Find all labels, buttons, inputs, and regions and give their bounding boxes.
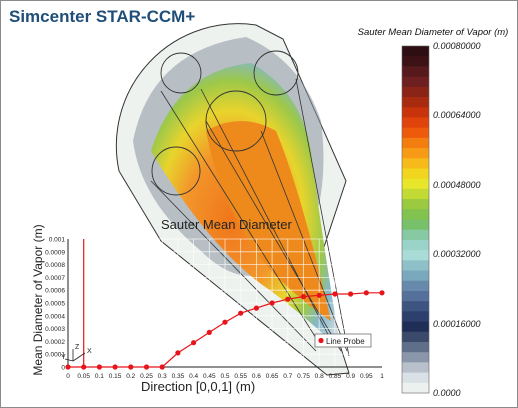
x-tick-label: 0.2 — [126, 373, 135, 380]
data-point — [364, 290, 369, 295]
colorbar-swatch — [402, 168, 429, 179]
colorbar-swatch — [402, 56, 429, 67]
data-point — [97, 364, 102, 369]
y-tick-label: 0.0008 — [45, 262, 65, 269]
colorbar-swatch — [402, 291, 429, 302]
colorbar-swatch — [402, 189, 429, 200]
colorbar-swatch — [402, 373, 429, 384]
data-point — [128, 364, 133, 369]
data-point — [317, 293, 322, 298]
colorbar-swatch — [402, 322, 429, 333]
data-point — [348, 291, 353, 296]
data-point — [81, 364, 86, 369]
data-point — [144, 364, 149, 369]
data-point — [160, 364, 165, 369]
colorbar-swatch — [402, 301, 429, 312]
colorbar-tick-label: 0.00048000 — [433, 180, 481, 190]
colorbar-title: Sauter Mean Diameter of Vapor (m) — [353, 27, 513, 38]
colorbar-swatch — [402, 117, 429, 128]
colorbar-swatch — [402, 138, 429, 149]
x-tick-label: 0.75 — [297, 373, 310, 380]
data-point — [238, 311, 243, 316]
colorbar-swatch — [402, 250, 429, 261]
data-point — [270, 300, 275, 305]
legend-label: Line Probe — [326, 337, 365, 346]
colorbar-swatch — [402, 240, 429, 251]
triad-axis — [65, 359, 73, 361]
data-point — [301, 294, 306, 299]
x-tick-label: 0.85 — [329, 373, 342, 380]
colorbar-swatch — [402, 383, 429, 394]
x-tick-label: 0.15 — [109, 373, 122, 380]
y-tick-label: 0.001 — [49, 237, 66, 244]
colorbar-swatch — [402, 107, 429, 118]
colorbar-swatch — [402, 87, 429, 98]
colorbar-swatch — [402, 77, 429, 88]
colorbar-tick-label: 0.0000 — [433, 388, 461, 398]
y-tick-label: 0.0007 — [45, 275, 65, 282]
data-point — [191, 340, 196, 345]
x-tick-label: 0.1 — [95, 373, 104, 380]
x-tick-label: 0.95 — [360, 373, 373, 380]
y-axis-title: Mean Diameter of Vapor (m) — [31, 215, 45, 385]
data-point — [379, 290, 384, 295]
data-point — [65, 364, 70, 369]
fan-geometry — [116, 24, 349, 375]
colorbar-tick-label: 0.00080000 — [433, 41, 481, 51]
x-tick-label: 1 — [380, 373, 384, 380]
colorbar-swatch — [402, 342, 429, 353]
legend-marker — [318, 338, 323, 343]
data-point — [285, 297, 290, 302]
y-tick-label: 0.0006 — [45, 288, 65, 295]
data-point — [113, 364, 118, 369]
x-axis-title: Direction [0,0,1] (m) — [141, 379, 255, 394]
colorbar-swatch — [402, 209, 429, 220]
x-tick-label: 0.8 — [315, 373, 324, 380]
colorbar-swatch — [402, 66, 429, 77]
data-point — [222, 320, 227, 325]
chart-title: Sauter Mean Diameter — [161, 217, 292, 232]
colorbar-tick-label: 0.00032000 — [433, 249, 481, 259]
colorbar-swatch — [402, 352, 429, 363]
x-tick-label: 0.05 — [77, 373, 90, 380]
data-point — [254, 306, 259, 311]
y-tick-label: 0.0002 — [45, 339, 65, 346]
colorbar-swatch — [402, 158, 429, 169]
colorbar-tick-label: 0.00016000 — [433, 319, 481, 329]
colorbar-swatch — [402, 362, 429, 373]
colorbar-swatch — [402, 97, 429, 108]
data-point — [332, 291, 337, 296]
y-tick-label: 0.0009 — [45, 249, 65, 256]
x-tick-label: 0 — [66, 373, 70, 380]
colorbar-swatch — [402, 281, 429, 292]
colorbar-swatch — [402, 46, 429, 57]
data-point — [207, 330, 212, 335]
x-tick-label: 0.9 — [346, 373, 355, 380]
colorbar — [402, 46, 429, 393]
colorbar-swatch — [402, 220, 429, 231]
colorbar-swatch — [402, 271, 429, 282]
colorbar-swatch — [402, 332, 429, 343]
colorbar-swatch — [402, 311, 429, 322]
y-tick-label: 0.0003 — [45, 326, 65, 333]
y-tick-label: 0.0004 — [45, 313, 65, 320]
colorbar-tick-label: 0.00064000 — [433, 110, 481, 120]
triad-label: Y — [61, 354, 66, 361]
x-tick-label: 0.65 — [266, 373, 279, 380]
colorbar-swatch — [402, 230, 429, 241]
colorbar-swatch — [402, 148, 429, 159]
triad-label: X — [87, 348, 92, 355]
colorbar-swatch — [402, 199, 429, 210]
data-point — [175, 350, 180, 355]
colorbar-swatch — [402, 260, 429, 271]
y-tick-label: 0 — [61, 365, 65, 372]
triad-label: Z — [75, 344, 80, 351]
colorbar-swatch — [402, 128, 429, 139]
x-tick-label: 0.7 — [283, 373, 292, 380]
y-tick-label: 0.0005 — [45, 301, 65, 308]
colorbar-swatch — [402, 179, 429, 190]
